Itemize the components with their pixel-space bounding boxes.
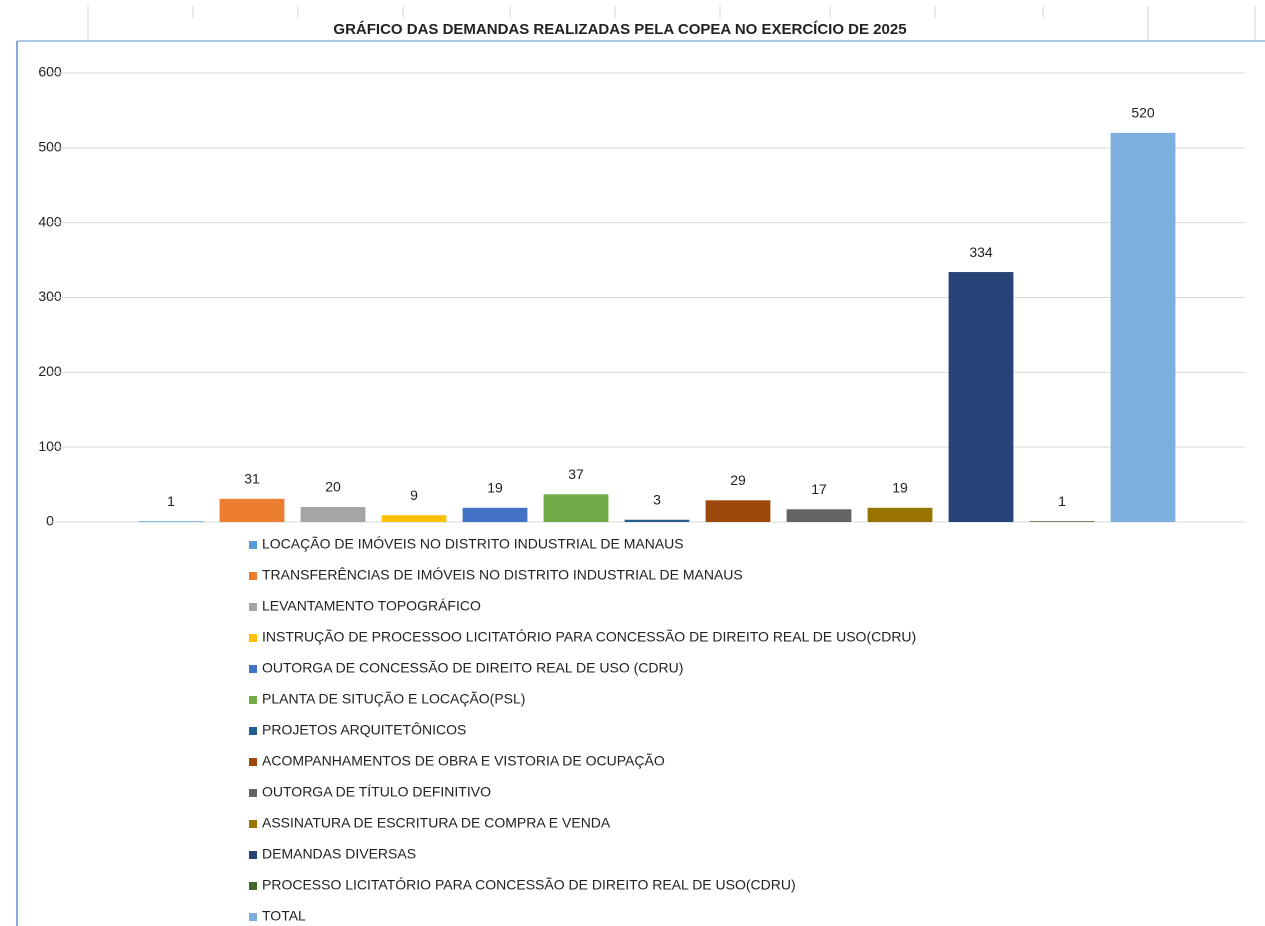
- legend-label: PLANTA DE SITUÇÃO E LOCAÇÃO(PSL): [262, 691, 525, 707]
- legend-swatch: [249, 603, 257, 611]
- bar: [624, 519, 690, 522]
- legend-swatch: [249, 851, 257, 859]
- bar: [705, 500, 771, 522]
- value-label: 1: [167, 493, 175, 509]
- bar: [462, 507, 528, 522]
- value-label: 334: [969, 244, 993, 260]
- bar: [1110, 132, 1176, 522]
- legend-label: LOCAÇÃO DE IMÓVEIS NO DISTRITO INDUSTRIA…: [262, 536, 684, 552]
- value-label: 17: [811, 481, 827, 497]
- legend-swatch: [249, 758, 257, 766]
- legend-swatch: [249, 727, 257, 735]
- legend-swatch: [249, 541, 257, 549]
- legend-swatch: [249, 882, 257, 890]
- value-label: 19: [892, 479, 908, 495]
- bar: [867, 507, 933, 522]
- legend-swatch: [249, 634, 257, 642]
- legend-swatch: [249, 696, 257, 704]
- value-label: 520: [1131, 105, 1155, 121]
- bar: [543, 494, 609, 522]
- legend-label: OUTORGA DE CONCESSÃO DE DIREITO REAL DE …: [262, 660, 683, 676]
- legend-label: PROCESSO LICITATÓRIO PARA CONCESSÃO DE D…: [262, 877, 796, 893]
- bar: [948, 272, 1014, 522]
- bar: [1029, 521, 1095, 522]
- chart-title: GRÁFICO DAS DEMANDAS REALIZADAS PELA COP…: [333, 21, 906, 38]
- legend-swatch: [249, 789, 257, 797]
- y-tick-label: 500: [38, 139, 62, 155]
- legend-label: OUTORGA DE TÍTULO DEFINITIVO: [262, 784, 491, 800]
- sheet-lines: [16, 6, 1265, 926]
- value-label: 29: [730, 472, 746, 488]
- y-tick-label: 100: [38, 438, 62, 454]
- legend-swatch: [249, 820, 257, 828]
- y-tick-label: 400: [38, 213, 62, 229]
- legend-label: ACOMPANHAMENTOS DE OBRA E VISTORIA DE OC…: [262, 753, 665, 769]
- bar: [138, 521, 204, 522]
- y-tick-label: 0: [46, 513, 54, 529]
- value-label: 19: [487, 479, 503, 495]
- value-label: 37: [568, 466, 584, 482]
- legend-swatch: [249, 913, 257, 921]
- bar: [300, 507, 366, 522]
- bar: [786, 509, 852, 522]
- y-tick-label: 300: [38, 288, 62, 304]
- value-label: 1: [1058, 493, 1066, 509]
- legend-label: TOTAL: [262, 908, 306, 924]
- bar: [219, 498, 285, 522]
- legend-label: INSTRUÇÃO DE PROCESSOO LICITATÓRIO PARA …: [262, 629, 916, 645]
- y-tick-label: 200: [38, 363, 62, 379]
- legend-swatch: [249, 572, 257, 580]
- legend-label: PROJETOS ARQUITETÔNICOS: [262, 722, 466, 738]
- legend-swatch: [249, 665, 257, 673]
- value-label: 9: [410, 487, 418, 503]
- legend-label: TRANSFERÊNCIAS DE IMÓVEIS NO DISTRITO IN…: [262, 567, 743, 583]
- y-tick-label: 600: [38, 64, 62, 80]
- bar: [381, 515, 447, 522]
- legend-label: ASSINATURA DE ESCRITURA DE COMPRA E VEND…: [262, 815, 611, 831]
- legend-label: DEMANDAS DIVERSAS: [262, 846, 416, 862]
- value-label: 3: [653, 491, 661, 507]
- value-label: 31: [244, 471, 260, 487]
- legend-label: LEVANTAMENTO TOPOGRÁFICO: [262, 598, 481, 614]
- value-label: 20: [325, 479, 341, 495]
